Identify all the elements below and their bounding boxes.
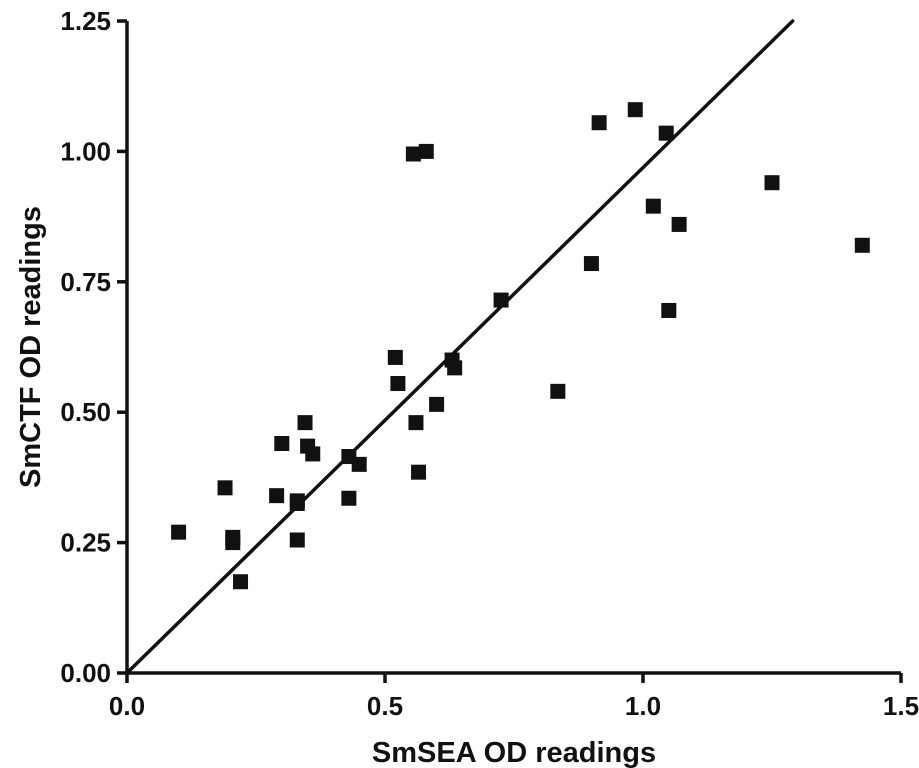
data-point (854, 237, 870, 253)
data-point (233, 574, 249, 590)
x-tick-label: 1.5 (883, 691, 919, 721)
data-point (387, 349, 403, 365)
x-axis-title: SmSEA OD readings (372, 737, 656, 768)
y-tick-label: 0.75 (60, 267, 111, 297)
data-point (645, 198, 661, 214)
data-point (550, 383, 566, 399)
data-point (305, 446, 321, 462)
data-point (274, 435, 290, 451)
y-axis-ticks: 0.00 0.25 0.50 0.75 1.00 1.25 (60, 6, 127, 688)
x-tick-label: 0.5 (367, 691, 403, 721)
axes (125, 21, 901, 675)
data-point (351, 456, 367, 472)
data-point (764, 175, 780, 191)
data-point (493, 292, 509, 308)
y-axis-title: SmCTF OD readings (15, 206, 47, 488)
data-point (289, 495, 305, 511)
x-tick-label: 1.0 (625, 691, 661, 721)
identity-line (125, 19, 795, 675)
data-point (671, 216, 687, 232)
data-point (217, 480, 233, 496)
y-tick-label: 1.25 (60, 6, 111, 36)
data-point (408, 415, 424, 431)
data-point (447, 360, 463, 376)
x-tick-label: 0.0 (109, 691, 145, 721)
data-points (171, 102, 870, 590)
y-tick-label: 0.00 (60, 658, 111, 688)
data-point (591, 115, 607, 131)
data-point (583, 256, 599, 272)
x-axis-ticks: 0.0 0.5 1.0 1.5 (109, 673, 919, 721)
data-point (390, 376, 406, 392)
data-point (661, 302, 677, 318)
y-tick-label: 0.25 (60, 528, 111, 558)
data-point (405, 146, 421, 162)
y-tick-label: 1.00 (60, 136, 111, 166)
data-point (171, 524, 187, 540)
data-point (411, 464, 427, 480)
data-point (341, 490, 357, 506)
data-point (418, 143, 434, 159)
data-point (658, 125, 674, 141)
data-point (289, 532, 305, 548)
reference-line-layer (125, 19, 795, 675)
data-point (297, 415, 313, 431)
data-point (429, 396, 445, 412)
data-point (269, 488, 285, 504)
data-point (627, 102, 643, 118)
data-point (225, 535, 241, 551)
y-tick-label: 0.50 (60, 397, 111, 427)
